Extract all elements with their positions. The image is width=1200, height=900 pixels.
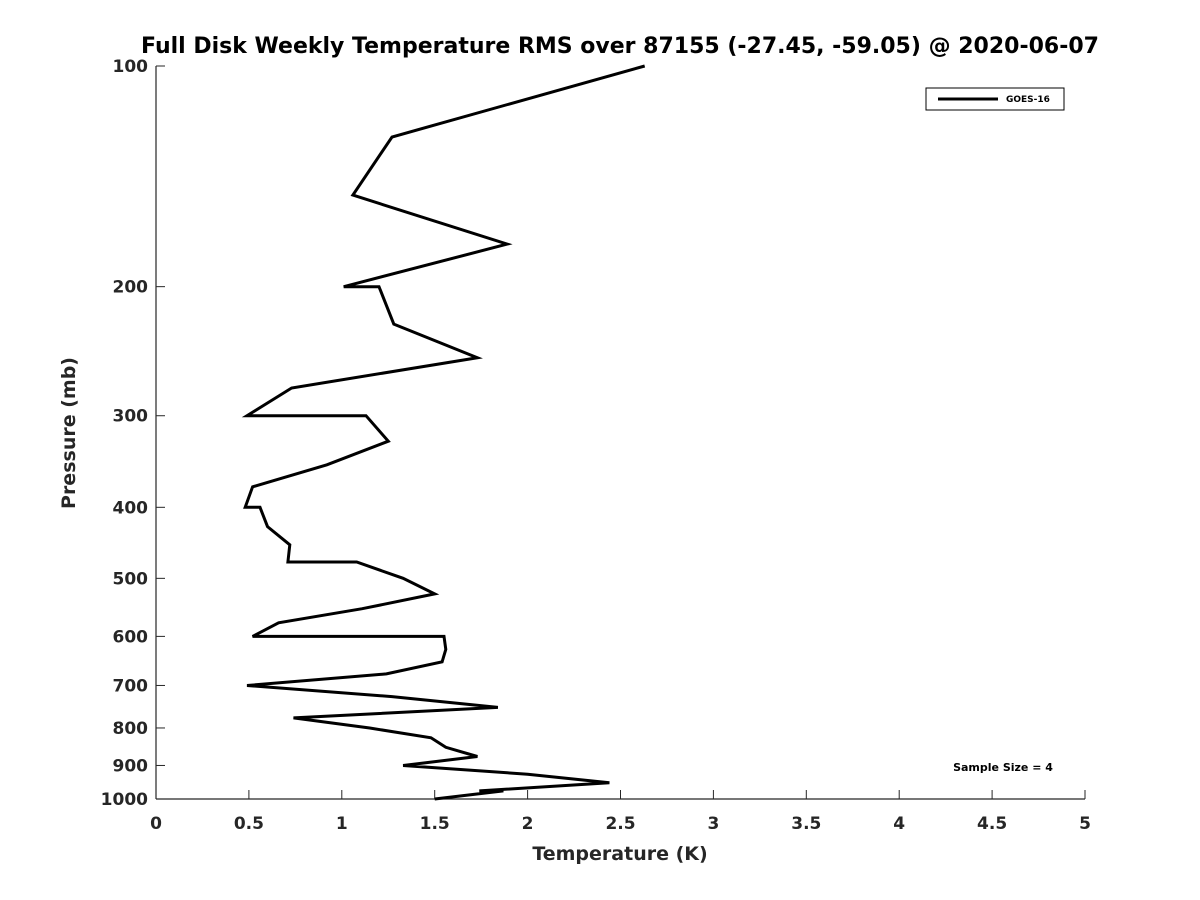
series-line-goes-16 [241,64,646,801]
y-tick-label: 500 [113,569,149,589]
x-tick-label: 4.5 [977,814,1007,834]
sample-size-annotation: Sample Size = 4 [953,761,1053,774]
y-tick-label: 200 [113,278,149,298]
y-axis-label: Pressure (mb) [58,357,80,509]
x-tick-label: 4 [893,814,905,834]
x-tick-label: 2 [522,814,534,834]
x-tick-label: 2.5 [605,814,635,834]
x-axis-label: Temperature (K) [532,843,707,865]
y-tick-label: 700 [113,676,149,696]
x-tick-label: 1.5 [420,814,450,834]
y-tick-label: 800 [113,719,149,739]
y-tick-label: 900 [113,756,149,776]
y-tick-label: 100 [113,57,149,77]
x-tick-label: 3.5 [791,814,821,834]
x-tick-label: 0 [150,814,162,834]
series-layer [241,64,646,801]
legend-label-goes-16: GOES-16 [1006,95,1050,105]
y-tick-label: 600 [113,627,149,647]
y-tick-label: 400 [113,498,149,518]
legend: GOES-16 [925,87,1065,111]
x-axis-ticks: 0 0.5 1 1.5 2 2.5 3 3.5 4 4.5 5 [150,790,1091,834]
x-tick-label: 1 [336,814,348,834]
y-tick-label: 300 [113,407,149,427]
chart-title: Full Disk Weekly Temperature RMS over 87… [141,34,1099,59]
x-tick-label: 3 [707,814,719,834]
x-tick-label: 5 [1079,814,1091,834]
y-tick-label: 1000 [101,790,148,810]
x-tick-label: 0.5 [234,814,264,834]
y-axis-ticks: 100 200 300 400 500 600 700 800 900 1000 [101,57,165,810]
